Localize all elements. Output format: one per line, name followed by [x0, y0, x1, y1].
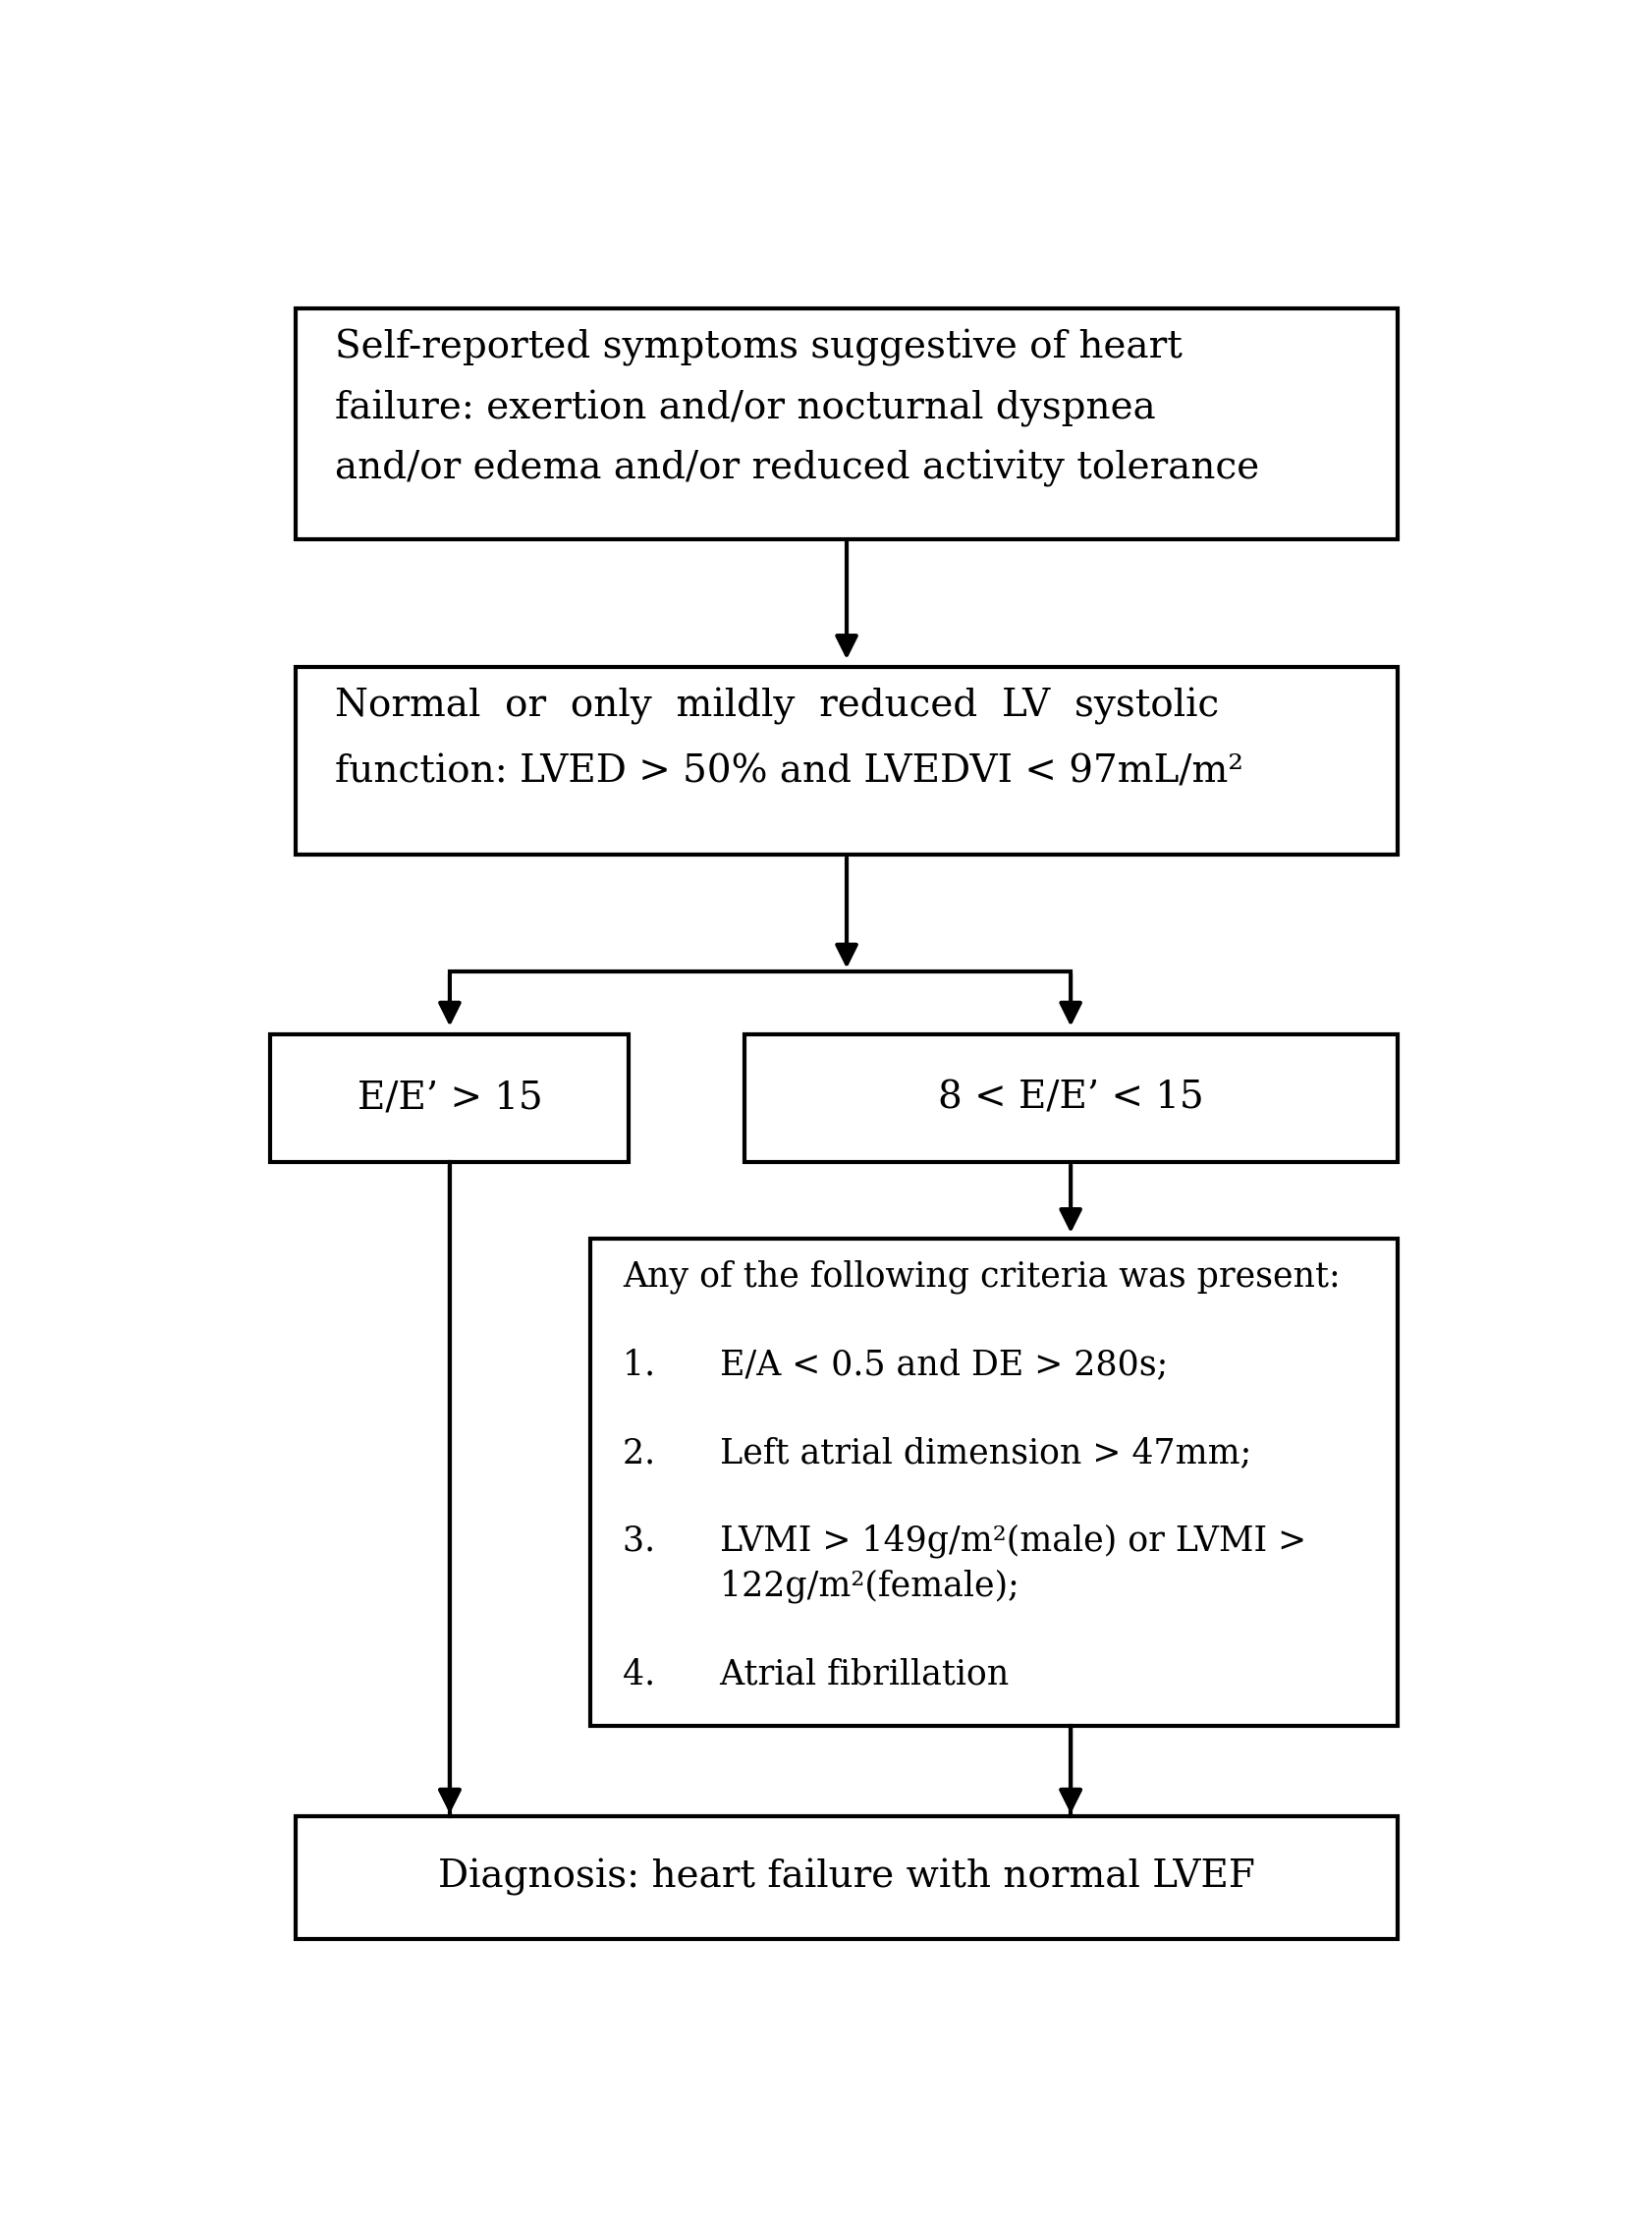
Text: Self-reported symptoms suggestive of heart
failure: exertion and/or nocturnal dy: Self-reported symptoms suggestive of hea…	[334, 328, 1259, 488]
Text: E/E’ > 15: E/E’ > 15	[357, 1080, 542, 1117]
FancyBboxPatch shape	[743, 1033, 1398, 1162]
Text: 8 < E/E’ < 15: 8 < E/E’ < 15	[938, 1080, 1204, 1117]
Text: Any of the following criteria was present:

1.      E/A < 0.5 and DE > 280s;

2.: Any of the following criteria was presen…	[623, 1259, 1340, 1692]
FancyBboxPatch shape	[591, 1239, 1398, 1725]
FancyBboxPatch shape	[296, 1816, 1398, 1940]
FancyBboxPatch shape	[271, 1033, 629, 1162]
FancyBboxPatch shape	[296, 308, 1398, 539]
FancyBboxPatch shape	[296, 667, 1398, 856]
Text: Diagnosis: heart failure with normal LVEF: Diagnosis: heart failure with normal LVE…	[438, 1858, 1256, 1896]
Text: Normal  or  only  mildly  reduced  LV  systolic
function: LVED > 50% and LVEDVI : Normal or only mildly reduced LV systoli…	[334, 687, 1242, 789]
